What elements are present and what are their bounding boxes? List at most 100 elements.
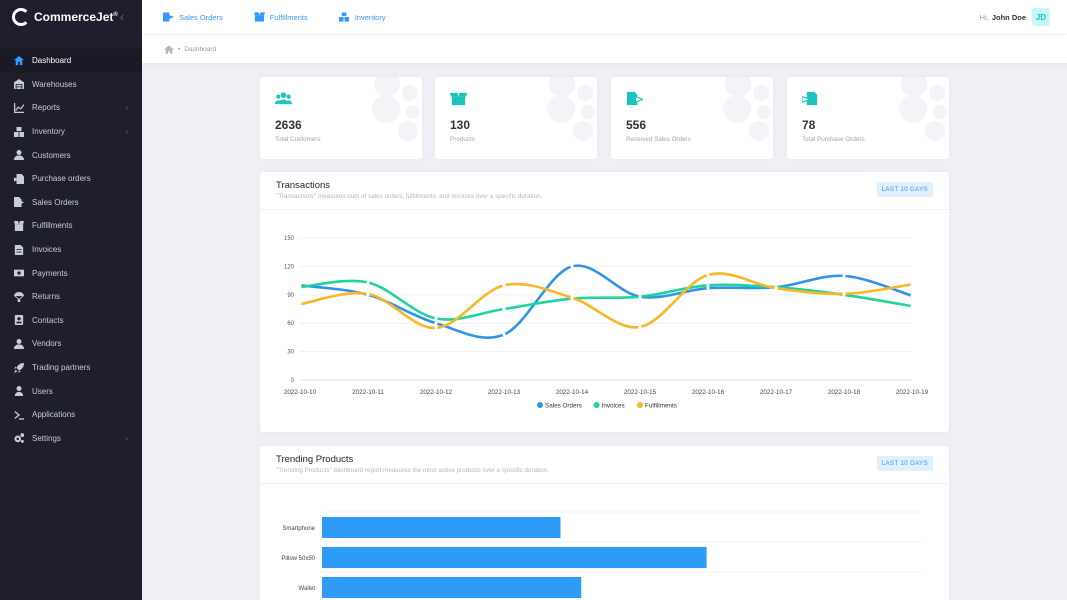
data-point [910,282,914,286]
sales-order-icon [13,196,25,208]
collapse-sidebar-icon[interactable]: ‹ [120,10,124,24]
x-tick-label: 2022-10-17 [760,389,793,396]
sidebar-item-customers[interactable]: Customers [0,143,142,167]
stat-value: 556 [626,118,647,132]
data-point [774,286,778,290]
topnav-fulfillments-label: Fulfillments [269,12,308,22]
user-menu[interactable]: Hi, John Doe JD [980,8,1050,26]
stat-card-sales-orders: 556 Received Sales Orders [611,77,773,159]
x-tick-label: 2022-10-11 [352,389,384,396]
rocket-icon [13,362,25,374]
sidebar-item-invoices[interactable]: Invoices [0,238,142,262]
users-icon [275,91,292,106]
topnav-sales-orders[interactable]: Sales Orders [163,12,223,22]
sidebar-item-label: Users [32,386,53,396]
sidebar-item-dashboard[interactable]: Dashboard [0,49,142,73]
sidebar-item-label: Payments [32,268,68,278]
sidebar-item-vendors[interactable]: Vendors [0,332,142,356]
breadcrumb-separator: • [178,45,181,53]
sidebar-item-fulfillments[interactable]: Fulfillments [0,214,142,238]
box-icon [253,12,265,22]
sidebar-item-purchase-orders[interactable]: Purchase orders [0,167,142,191]
trending-bar-chart: Smartphone Pillow 50x50 Wallet [281,511,922,598]
sidebar: CommerceJet® ‹ Dashboard Warehouses Report… [0,0,142,600]
x-tick-label: 2022-10-13 [488,389,521,396]
y-tick-label: 150 [284,236,295,242]
sidebar-item-warehouses[interactable]: Warehouses [0,73,142,97]
sidebar-item-label: Purchase orders [32,174,91,184]
sidebar-item-label: Sales Orders [32,197,79,207]
chevron-right-icon: › [125,127,128,137]
commercejet-logo-icon [12,8,30,26]
x-tick-label: 2022-10-10 [284,389,317,396]
users-icon [13,149,25,161]
legend-marker [593,402,600,408]
vendor-icon [13,338,25,350]
trending-range-badge[interactable]: LAST 10 DAYS [876,456,933,471]
x-tick-label: 2022-10-15 [624,389,657,396]
data-point [570,296,574,300]
y-tick-label: 30 [287,350,294,356]
sidebar-item-returns[interactable]: Returns [0,285,142,309]
sidebar-item-label: Fulfillments [32,221,73,231]
topnav-inventory-label: Inventory [354,12,386,22]
contact-icon [13,314,25,326]
sidebar-item-label: Warehouses [32,79,77,89]
data-point [706,283,710,287]
data-point [434,321,438,325]
data-point [910,304,914,308]
data-point [298,285,302,289]
x-tick-label: 2022-10-16 [692,389,725,396]
data-point [502,283,506,287]
chevron-right-icon: › [125,103,128,113]
data-point [638,325,642,329]
app-name: CommerceJet® [34,10,118,24]
x-tick-label: 2022-10-18 [828,389,861,396]
user-icon [13,385,25,397]
transactions-subtitle: "Transactions" measures sum of sales ord… [276,193,543,200]
x-tick-label: 2022-10-14 [556,389,589,396]
sidebar-item-trading-partners[interactable]: Trading partners [0,356,142,380]
y-tick-label: 60 [287,321,294,327]
topnav-inventory[interactable]: Inventory [338,12,386,22]
stat-card-products: 130 Products [435,77,597,159]
sidebar-item-label: Customers [32,150,71,160]
greeting: Hi, [979,12,989,22]
stat-label: Total Purchase Orders [802,136,865,143]
topnav-fulfillments[interactable]: Fulfillments [253,12,308,22]
y-tick-label: 0 [291,378,295,384]
breadcrumb-current: Dashboard [184,45,217,53]
legend-marker [637,402,643,408]
data-point [366,280,370,285]
sidebar-menu: Dashboard Warehouses Reports › Inventory › Cus… [0,49,142,450]
legend-label: Sales Orders [545,403,582,410]
sidebar-item-inventory[interactable]: Inventory › [0,120,142,144]
inventory-icon [338,12,349,22]
transactions-title: Transactions [276,180,331,191]
legend-label: Fulfillments [645,403,677,410]
sidebar-item-applications[interactable]: Applications [0,403,142,427]
sidebar-item-users[interactable]: Users [0,379,142,403]
trending-products-panel: Trending Products "Trending Products" da… [260,446,949,600]
brand[interactable]: CommerceJet® ‹ [0,0,142,34]
category-label: Wallet [299,586,316,592]
trending-title: Trending Products [276,454,354,465]
series-line-invoices [299,279,913,321]
transactions-range-badge[interactable]: LAST 10 DAYS [876,182,933,197]
stat-value: 78 [802,118,816,132]
home-icon[interactable] [164,44,174,54]
parachute-icon [13,291,25,303]
stat-value: 130 [450,118,471,132]
avatar[interactable]: JD [1032,8,1050,26]
sidebar-item-contacts[interactable]: Contacts [0,309,142,333]
x-tick-label: 2022-10-19 [896,389,929,396]
sidebar-item-settings[interactable]: Settings › [0,427,142,451]
data-point [910,294,914,298]
chevron-right-icon: › [125,433,128,443]
data-point [434,326,438,330]
sidebar-item-reports[interactable]: Reports › [0,96,142,120]
sidebar-item-label: Contacts [32,315,64,325]
sidebar-item-payments[interactable]: Payments [0,261,142,285]
sidebar-item-sales-orders[interactable]: Sales Orders [0,191,142,215]
chart-icon [13,102,25,114]
